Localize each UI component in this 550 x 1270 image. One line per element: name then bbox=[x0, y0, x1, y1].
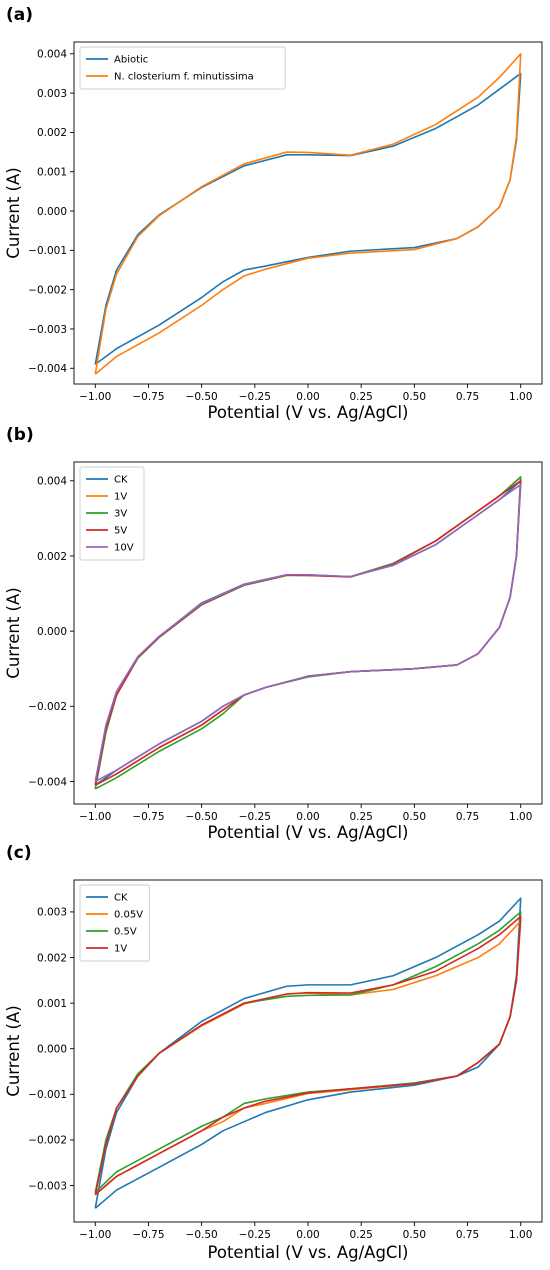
y-tick-label: 0.000 bbox=[37, 1044, 67, 1056]
x-axis-title: Potential (V vs. Ag/AgCl) bbox=[208, 823, 409, 842]
y-tick-label: −0.002 bbox=[28, 1135, 67, 1147]
x-tick-label: 0.50 bbox=[403, 391, 426, 403]
legend-label: CK bbox=[114, 475, 128, 486]
legend-label: 10V bbox=[114, 543, 134, 554]
x-tick-label: 0.75 bbox=[456, 391, 479, 403]
x-tick-label: −1.00 bbox=[79, 1229, 111, 1241]
panel-label: (b) bbox=[6, 425, 34, 445]
y-tick-label: 0.000 bbox=[37, 626, 67, 638]
x-tick-label: −0.25 bbox=[239, 1229, 271, 1241]
x-axis-title: Potential (V vs. Ag/AgCl) bbox=[208, 403, 409, 422]
legend-label: 5V bbox=[114, 526, 127, 537]
x-tick-label: −0.50 bbox=[186, 811, 218, 823]
x-tick-label: −1.00 bbox=[79, 391, 111, 403]
y-axis-title: Current (A) bbox=[4, 167, 23, 258]
x-tick-label: 0.25 bbox=[349, 811, 372, 823]
series-line-0-5v bbox=[94, 911, 522, 1193]
x-tick-label: −0.25 bbox=[239, 811, 271, 823]
y-tick-label: −0.001 bbox=[28, 245, 67, 257]
x-tick-label: 1.00 bbox=[509, 811, 532, 823]
x-tick-label: −0.75 bbox=[132, 391, 164, 403]
legend-label: N. closterium f. minutissima bbox=[114, 72, 254, 83]
x-tick-label: 1.00 bbox=[509, 391, 532, 403]
y-tick-label: 0.000 bbox=[37, 206, 67, 218]
y-tick-label: 0.002 bbox=[37, 127, 67, 139]
x-tick-label: 0.75 bbox=[456, 811, 479, 823]
legend-box bbox=[79, 884, 150, 962]
legend-label: 1V bbox=[114, 492, 127, 503]
y-tick-label: 0.001 bbox=[37, 998, 67, 1010]
x-tick-label: 0.75 bbox=[456, 1229, 479, 1241]
legend-label: 0.05V bbox=[114, 910, 143, 921]
series-line-3v bbox=[94, 476, 522, 790]
x-tick-label: 0.00 bbox=[296, 1229, 319, 1241]
y-tick-label: 0.002 bbox=[37, 952, 67, 964]
x-tick-label: 1.00 bbox=[509, 1229, 532, 1241]
legend-label: 0.5V bbox=[114, 927, 137, 938]
series-line-10v bbox=[94, 483, 522, 783]
y-tick-label: −0.002 bbox=[28, 701, 67, 713]
y-tick-label: 0.004 bbox=[37, 476, 67, 488]
y-tick-label: 0.002 bbox=[37, 551, 67, 563]
series-line-abiotic bbox=[94, 72, 522, 365]
y-axis-title: Current (A) bbox=[4, 1005, 23, 1096]
x-tick-label: −0.50 bbox=[186, 1229, 218, 1241]
legend-label: 1V bbox=[114, 944, 127, 955]
y-tick-label: −0.004 bbox=[28, 363, 67, 375]
y-tick-label: −0.003 bbox=[28, 324, 67, 336]
y-tick-label: −0.003 bbox=[28, 1180, 67, 1192]
x-tick-label: 0.25 bbox=[349, 391, 372, 403]
x-tick-label: 0.50 bbox=[403, 1229, 426, 1241]
y-tick-label: 0.001 bbox=[37, 167, 67, 179]
y-tick-label: 0.003 bbox=[37, 88, 67, 100]
x-tick-label: −0.25 bbox=[239, 391, 271, 403]
x-tick-label: −0.75 bbox=[132, 811, 164, 823]
y-tick-label: 0.004 bbox=[37, 49, 67, 61]
y-tick-label: 0.003 bbox=[37, 907, 67, 919]
x-tick-label: −1.00 bbox=[79, 811, 111, 823]
panel-label: (a) bbox=[6, 5, 33, 25]
x-axis-title: Potential (V vs. Ag/AgCl) bbox=[208, 1243, 409, 1262]
legend-box bbox=[79, 46, 286, 90]
y-tick-label: −0.002 bbox=[28, 284, 67, 296]
x-tick-label: 0.25 bbox=[349, 1229, 372, 1241]
y-tick-label: −0.001 bbox=[28, 1089, 67, 1101]
x-tick-label: −0.50 bbox=[186, 391, 218, 403]
x-tick-label: 0.00 bbox=[296, 811, 319, 823]
y-tick-label: −0.004 bbox=[28, 776, 67, 788]
x-tick-label: 0.00 bbox=[296, 391, 319, 403]
legend-label: Abiotic bbox=[114, 55, 148, 66]
series-line-5v bbox=[94, 479, 522, 786]
series-line-1v bbox=[94, 915, 522, 1196]
legend-box bbox=[79, 466, 145, 561]
legend-label: CK bbox=[114, 893, 128, 904]
x-tick-label: −0.75 bbox=[132, 1229, 164, 1241]
series-line-1v bbox=[94, 476, 522, 786]
x-tick-label: 0.50 bbox=[403, 811, 426, 823]
y-axis-title: Current (A) bbox=[4, 587, 23, 678]
series-line-n-closterium-f-minutissima bbox=[94, 52, 522, 375]
panel-label: (c) bbox=[6, 843, 32, 863]
legend-label: 3V bbox=[114, 509, 127, 520]
